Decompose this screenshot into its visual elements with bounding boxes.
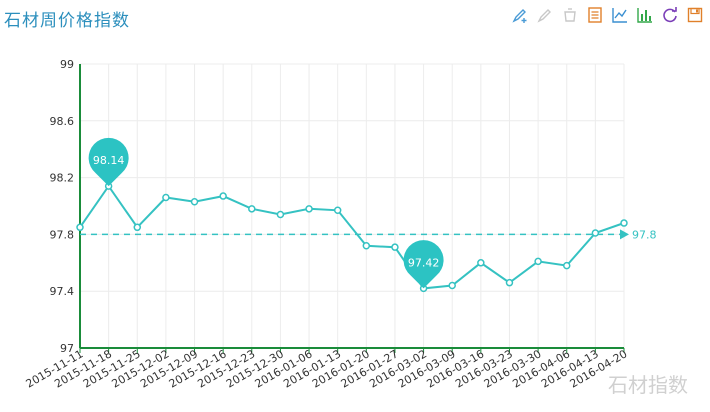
bar-chart-icon[interactable] — [636, 6, 654, 24]
y-tick-label: 98.6 — [50, 115, 75, 128]
mark-point-label: 97.42 — [408, 256, 440, 269]
data-point — [76, 223, 84, 232]
watermark: 石材指数 — [608, 373, 688, 397]
y-tick-label: 97.4 — [50, 285, 75, 298]
data-point — [276, 210, 285, 219]
data-point — [591, 229, 600, 237]
mark-pen-icon[interactable] — [511, 6, 529, 24]
data-point — [562, 261, 571, 270]
data-point — [534, 257, 542, 266]
line-chart-icon[interactable] — [611, 6, 629, 24]
data-point — [333, 206, 342, 215]
data-point — [391, 243, 399, 251]
restore-icon[interactable] — [661, 6, 679, 24]
y-tick-label: 97 — [60, 342, 74, 355]
data-point — [162, 193, 170, 202]
chart-toolbox — [511, 6, 704, 24]
data-point — [620, 219, 628, 227]
data-point — [190, 197, 199, 206]
data-point — [477, 259, 485, 267]
mark-point-pin — [88, 137, 129, 187]
data-point — [248, 205, 256, 213]
mark-line-label: 97.8 — [632, 228, 657, 241]
data-point — [305, 205, 313, 213]
mark-point-pin — [403, 240, 444, 289]
mark-line-arrow — [620, 229, 629, 240]
chart-title: 石材周价格指数 — [4, 11, 130, 31]
y-tick-label: 98.2 — [50, 172, 75, 185]
mark-point-label: 98.14 — [93, 154, 125, 167]
data-point — [133, 223, 142, 232]
data-point — [505, 278, 514, 287]
mark-clear-icon[interactable] — [561, 6, 579, 24]
mark-undo-icon[interactable] — [536, 6, 554, 24]
data-point — [219, 192, 227, 200]
series-line — [79, 184, 625, 290]
y-tick-label: 99 — [60, 58, 74, 71]
save-image-icon[interactable] — [686, 6, 704, 24]
data-point — [448, 281, 456, 290]
data-point — [362, 242, 371, 250]
data-view-icon[interactable] — [586, 6, 604, 24]
y-tick-label: 97.8 — [50, 228, 75, 241]
